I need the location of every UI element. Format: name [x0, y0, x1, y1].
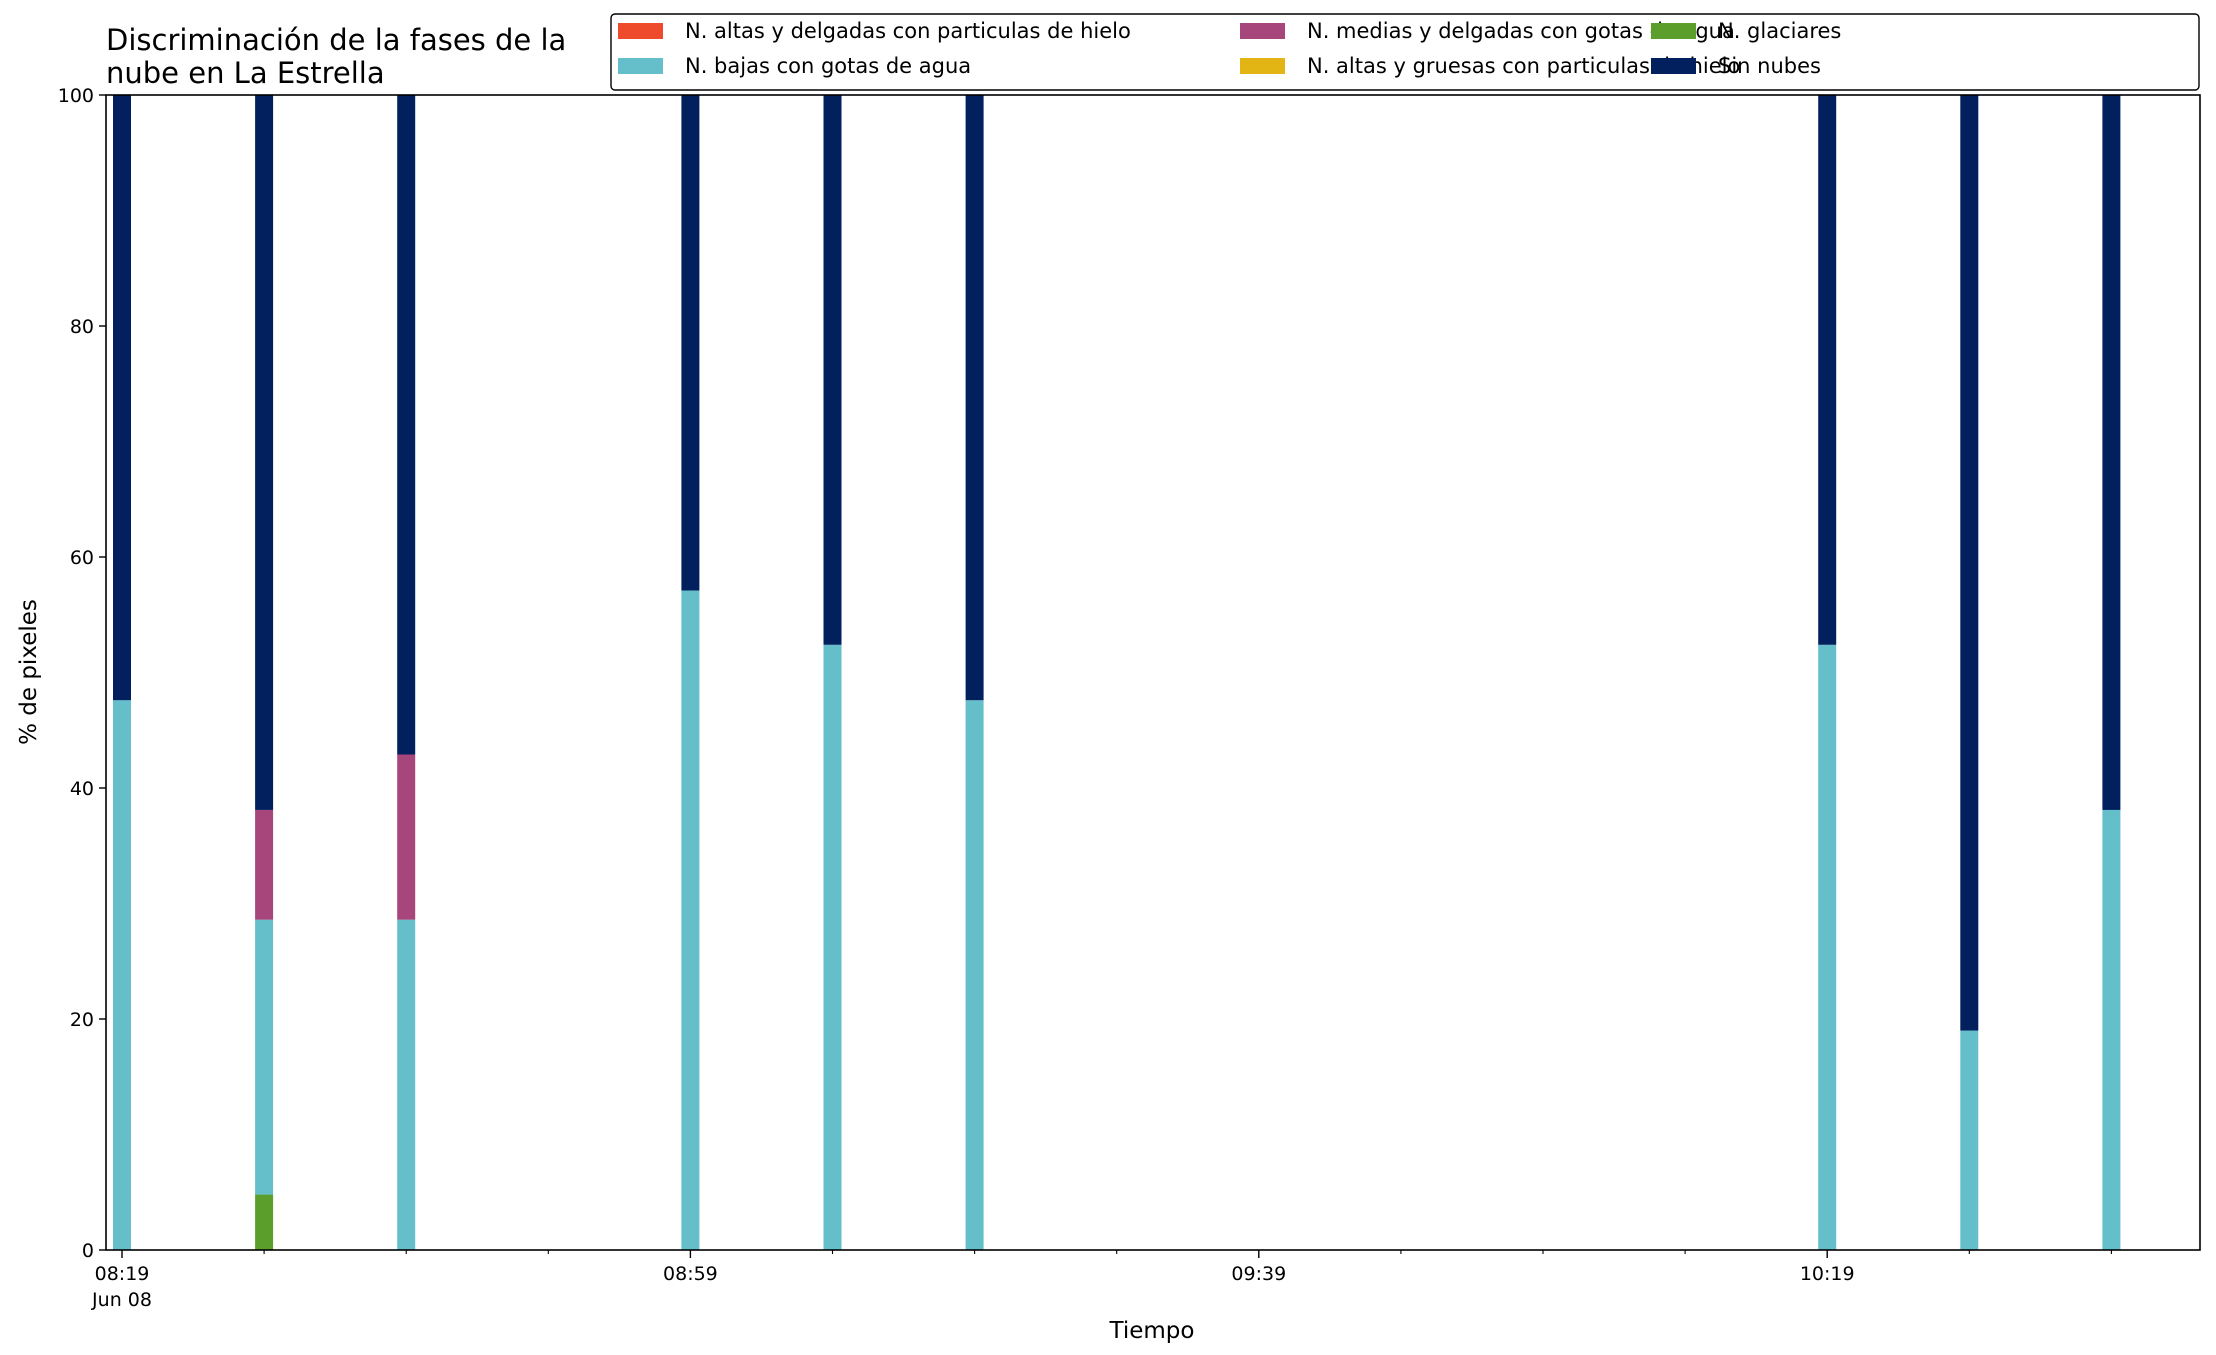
bar-segment-sin — [255, 95, 274, 810]
legend-swatch-medias — [1240, 23, 1285, 39]
y-tick-label: 40 — [70, 778, 94, 800]
x-axis-label: Tiempo — [1109, 1318, 1195, 1344]
bar-segment-sin — [1818, 95, 1837, 645]
x-tick-label: 10:19 — [1800, 1263, 1855, 1285]
chart-title-line-2: nube en La Estrella — [106, 56, 385, 90]
y-tick-label: 0 — [82, 1240, 94, 1262]
bar-segment-bajas — [823, 644, 842, 1250]
x-tick-label: 08:19 — [95, 1263, 150, 1285]
bars-layer — [113, 95, 2121, 1250]
bar-segment-sin — [823, 95, 842, 645]
bar-segment-medias — [255, 809, 274, 920]
bar-segment-bajas — [2102, 809, 2121, 1250]
bar-segment-bajas — [1818, 644, 1837, 1250]
x-tick-label: 08:59 — [663, 1263, 718, 1285]
bar-segment-bajas — [965, 700, 984, 1250]
x-date-label: Jun 08 — [91, 1289, 152, 1311]
legend-swatch-bajas — [618, 58, 663, 74]
y-tick-label: 100 — [58, 85, 94, 107]
y-tick-label: 80 — [70, 316, 94, 338]
legend-label-bajas: N. bajas con gotas de agua — [685, 54, 971, 78]
chart-title-line-1: Discriminación de la fases de la — [106, 23, 566, 57]
bar-segment-sin — [397, 95, 416, 755]
x-axis: 08:1908:5909:3910:1910:5911:3912:1912:59… — [91, 1250, 2112, 1311]
chart-title: Discriminación de la fases de la nube en… — [106, 23, 566, 90]
legend-swatch-alt_del — [618, 23, 663, 39]
legend-swatch-glaciares — [1651, 23, 1696, 39]
bar-segment-bajas — [1960, 1030, 1979, 1250]
y-axis: 0 20 40 60 80 100 — [58, 85, 106, 1262]
bar-segment-bajas — [397, 919, 416, 1250]
bar-segment-sin — [681, 95, 700, 591]
legend-label-sin: Sin nubes — [1718, 54, 1821, 78]
legend-swatch-alt_grue — [1240, 58, 1285, 74]
y-axis-label: % de pixeles — [16, 599, 42, 745]
x-tick-label: 09:39 — [1231, 1263, 1286, 1285]
bar-segment-sin — [2102, 95, 2121, 810]
bar-segment-sin — [1960, 95, 1979, 1031]
legend-box — [610, 13, 2200, 91]
bar-segment-bajas — [113, 700, 131, 1250]
bar-segment-glaciares — [255, 1194, 274, 1250]
legend-label-alt_del: N. altas y delgadas con particulas de hi… — [685, 19, 1131, 43]
plot-frame — [105, 94, 2201, 1251]
bar-segment-sin — [113, 95, 131, 701]
y-tick-label: 20 — [70, 1009, 94, 1031]
bar-segment-medias — [397, 754, 416, 920]
bar-segment-bajas — [255, 919, 274, 1195]
bar-segment-bajas — [681, 590, 700, 1250]
y-tick-label: 60 — [70, 547, 94, 569]
legend: N. altas y delgadas con particulas de hi… — [610, 13, 2200, 91]
legend-swatch-sin — [1651, 58, 1696, 74]
bar-segment-sin — [965, 95, 984, 701]
legend-label-glaciares: N. glaciares — [1718, 19, 1841, 43]
